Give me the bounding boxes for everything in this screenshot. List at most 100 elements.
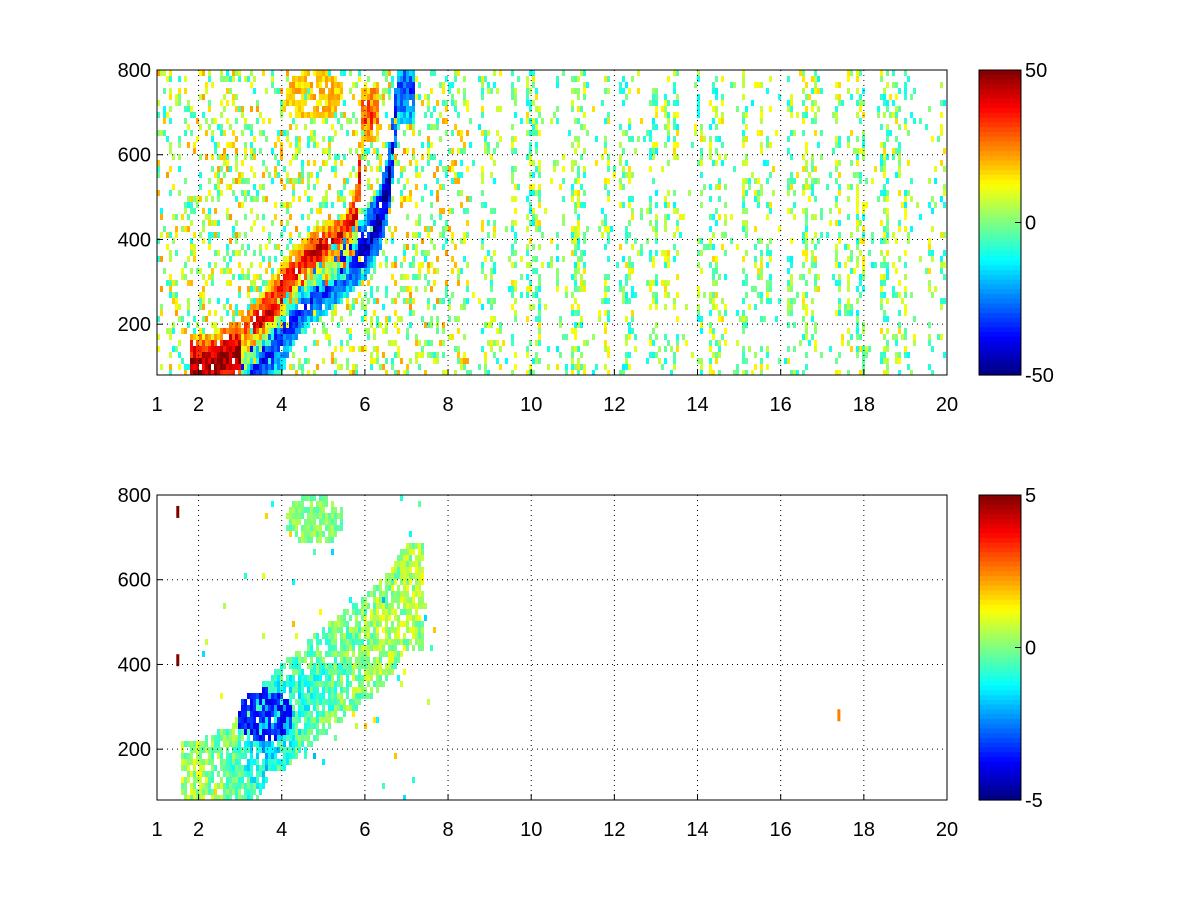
heatmap-cell: [247, 759, 250, 765]
heatmap-cell: [514, 316, 517, 322]
heatmap-cell: [859, 148, 862, 154]
heatmap-cell: [577, 370, 580, 375]
heatmap-cell: [202, 789, 205, 795]
heatmap-cell: [943, 352, 946, 358]
heatmap-cell: [451, 94, 454, 100]
heatmap-cell: [304, 747, 307, 753]
x-tick-label: 12: [603, 394, 625, 416]
heatmap-cell: [325, 501, 328, 507]
heatmap-cell: [199, 292, 202, 298]
heatmap-cell: [229, 783, 232, 789]
heatmap-cell: [457, 274, 460, 280]
heatmap-cell: [247, 316, 250, 322]
heatmap-cell: [565, 364, 568, 370]
heatmap-cell: [385, 196, 388, 202]
heatmap-cell: [382, 609, 385, 615]
heatmap-cell: [556, 232, 559, 238]
colorbar-swatch: [979, 165, 1021, 171]
heatmap-cell: [238, 286, 241, 292]
heatmap-cell: [193, 346, 196, 352]
heatmap-cell: [283, 262, 286, 268]
heatmap-cell: [367, 627, 370, 633]
heatmap-cell: [349, 663, 352, 669]
heatmap-cell: [334, 262, 337, 268]
heatmap-cell: [454, 100, 457, 106]
heatmap-cell: [493, 226, 496, 232]
heatmap-cell: [790, 238, 793, 244]
heatmap-cell: [181, 358, 184, 364]
heatmap-cell: [676, 316, 679, 322]
heatmap-cell: [856, 196, 859, 202]
heatmap-cell: [364, 244, 367, 250]
heatmap-cell: [415, 166, 418, 172]
heatmap-cell: [904, 70, 907, 76]
heatmap-cell: [268, 741, 271, 747]
heatmap-cell: [193, 112, 196, 118]
heatmap-cell: [370, 196, 373, 202]
heatmap-cell: [283, 741, 286, 747]
heatmap-cell: [652, 154, 655, 160]
heatmap-cell: [217, 352, 220, 358]
heatmap-cell: [562, 214, 565, 220]
heatmap-cell: [223, 130, 226, 136]
heatmap-cell: [187, 795, 190, 800]
heatmap-cell: [262, 328, 265, 334]
heatmap-cell: [316, 711, 319, 717]
heatmap-cell: [295, 507, 298, 513]
heatmap-cell: [265, 729, 268, 735]
heatmap-cell: [625, 82, 628, 88]
heatmap-cell: [298, 310, 301, 316]
heatmap-cell: [622, 100, 625, 106]
heatmap-cell: [208, 124, 211, 130]
heatmap-cell: [355, 118, 358, 124]
heatmap-cell: [445, 166, 448, 172]
heatmap-cell: [262, 118, 265, 124]
heatmap-cell: [316, 729, 319, 735]
colorbar-swatch: [979, 103, 1021, 109]
colorbar: 500-50: [978, 60, 1054, 387]
heatmap-cell: [913, 340, 916, 346]
heatmap-cell: [418, 352, 421, 358]
heatmap-cell: [271, 364, 274, 370]
heatmap-cell: [481, 238, 484, 244]
heatmap-cell: [481, 106, 484, 112]
heatmap-cell: [226, 783, 229, 789]
heatmap-cell: [286, 94, 289, 100]
heatmap-cell: [355, 232, 358, 238]
heatmap-cell: [580, 124, 583, 130]
heatmap-cell: [340, 687, 343, 693]
heatmap-cell: [346, 358, 349, 364]
heatmap-cell: [337, 268, 340, 274]
heatmap-cell: [697, 112, 700, 118]
heatmap-cell: [358, 633, 361, 639]
y-tick-label: 800: [118, 60, 151, 82]
heatmap-cell: [274, 340, 277, 346]
heatmap-cell: [301, 106, 304, 112]
heatmap-cell: [349, 202, 352, 208]
heatmap-cell: [883, 112, 886, 118]
heatmap-cell: [853, 268, 856, 274]
heatmap-cell: [280, 735, 283, 741]
heatmap-cell: [388, 172, 391, 178]
heatmap-cell: [376, 681, 379, 687]
heatmap-cell: [331, 358, 334, 364]
heatmap-cell: [574, 76, 577, 82]
heatmap-cell: [274, 693, 277, 699]
heatmap-cell: [223, 759, 226, 765]
heatmap-cell: [361, 100, 364, 106]
heatmap-cell: [451, 292, 454, 298]
heatmap-cell: [574, 160, 577, 166]
heatmap-cell: [805, 364, 808, 370]
heatmap-cell: [265, 292, 268, 298]
heatmap-cell: [709, 346, 712, 352]
heatmap-cell: [286, 262, 289, 268]
heatmap-cell: [442, 208, 445, 214]
heatmap-cell: [337, 100, 340, 106]
heatmap-cell: [802, 370, 805, 375]
heatmap-cell: [277, 747, 280, 753]
heatmap-cell: [574, 322, 577, 328]
heatmap-cell: [835, 220, 838, 226]
heatmap-cell: [268, 370, 271, 375]
heatmap-cell: [931, 250, 934, 256]
heatmap-cell: [607, 274, 610, 280]
